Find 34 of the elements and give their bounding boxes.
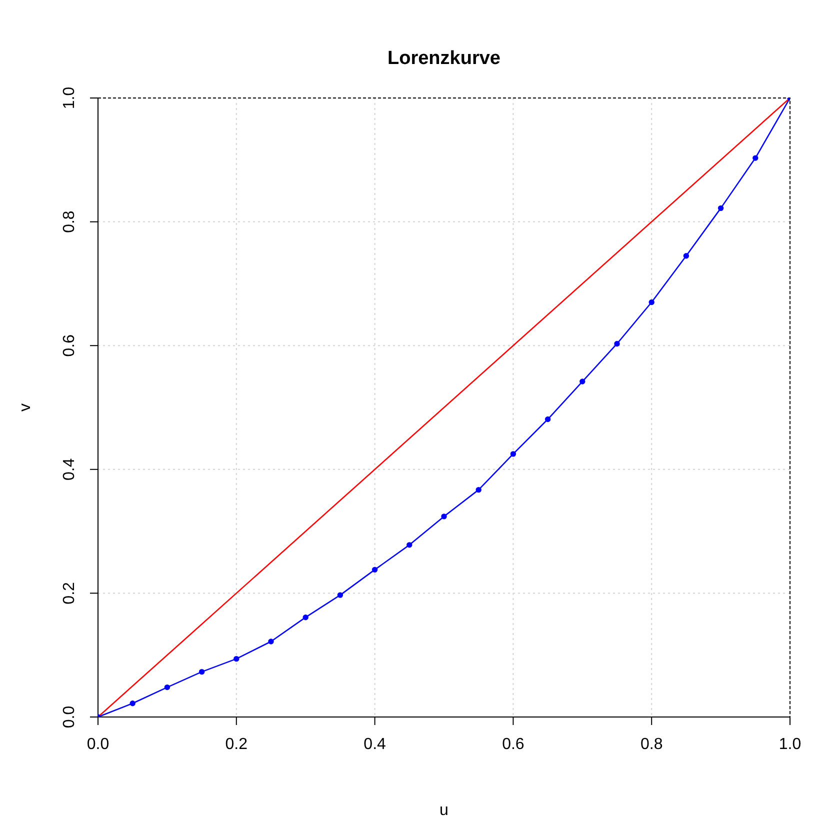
point [614,340,620,347]
point [198,668,205,675]
x-tick-label: 0.8 [640,736,663,753]
point [718,205,724,212]
point [406,542,412,548]
y-tick-label: 1.0 [61,86,78,110]
x-tick-label: 0.2 [225,736,248,753]
point [268,638,274,644]
point [580,378,586,384]
point [441,514,447,520]
y-tick-label: 0.4 [61,458,78,481]
point [372,566,378,573]
chart-title: Lorenzkurve [388,48,500,69]
x-axis-title: u [440,802,448,819]
point [476,486,482,493]
x-tick-label: 0.4 [364,736,386,753]
point [337,592,344,598]
x-tick-label: 0.0 [86,736,110,753]
point [544,416,551,422]
point [164,684,170,690]
y-tick-label: 0.2 [61,582,78,604]
point [752,155,758,161]
point [683,252,690,259]
point [302,614,308,620]
x-tick-label: 1.0 [778,736,802,753]
y-tick-label: 0.8 [61,210,78,233]
y-tick-label: 0.0 [61,706,78,728]
point [648,299,654,306]
point [234,656,240,662]
point [130,700,136,706]
y-axis-title: v [17,404,34,412]
x-tick-label: 0.6 [502,736,524,753]
y-tick-label: 0.6 [61,334,78,357]
point [510,451,516,457]
